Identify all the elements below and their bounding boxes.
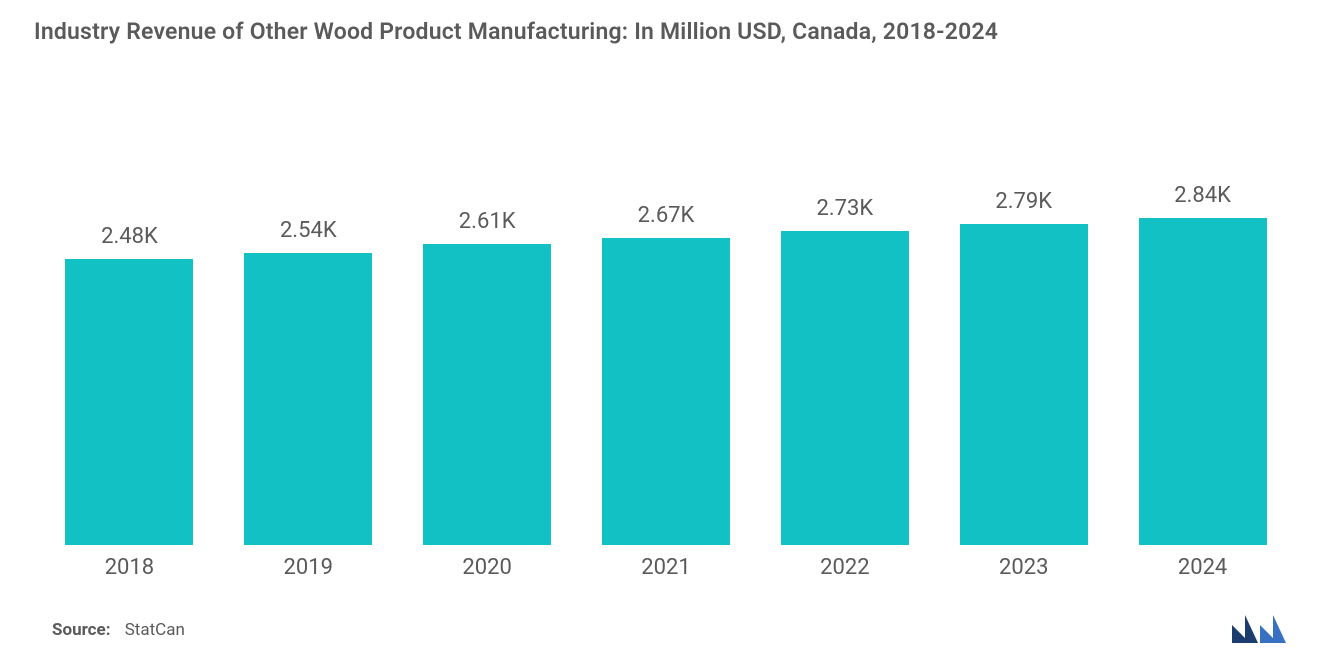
brand-logo-icon <box>1230 613 1290 645</box>
bar-value-label: 2.79K <box>995 189 1052 214</box>
bar-slot: 2.61K <box>398 209 577 545</box>
x-axis-label: 2020 <box>398 555 577 580</box>
x-axis-label: 2018 <box>40 555 219 580</box>
x-axis-labels: 2018 2019 2020 2021 2022 2023 2024 <box>40 555 1292 580</box>
bar <box>781 231 909 545</box>
chart-title: Industry Revenue of Other Wood Product M… <box>34 18 998 45</box>
bar-value-label: 2.84K <box>1174 183 1231 208</box>
bar-slot: 2.79K <box>934 189 1113 545</box>
bar-slot: 2.67K <box>577 203 756 545</box>
bar-value-label: 2.61K <box>459 209 516 234</box>
bar-value-label: 2.54K <box>280 218 337 243</box>
bar-slot: 2.84K <box>1113 183 1292 545</box>
bar <box>244 253 372 545</box>
x-axis-label: 2019 <box>219 555 398 580</box>
bar-value-label: 2.73K <box>817 196 874 221</box>
bar-chart: 2.48K 2.54K 2.61K 2.67K 2.73K 2.79K 2.84… <box>40 165 1292 545</box>
x-axis-label: 2023 <box>934 555 1113 580</box>
bar <box>423 244 551 545</box>
bar <box>1139 218 1267 545</box>
bar <box>602 238 730 545</box>
x-axis-label: 2021 <box>577 555 756 580</box>
bar-slot: 2.54K <box>219 218 398 545</box>
source-value: StatCan <box>125 620 185 640</box>
bar-value-label: 2.48K <box>101 224 158 249</box>
source-attribution: Source: StatCan <box>52 620 185 640</box>
x-axis-label: 2024 <box>1113 555 1292 580</box>
source-label: Source: <box>52 620 110 640</box>
bar-value-label: 2.67K <box>638 203 695 228</box>
bar-slot: 2.48K <box>40 224 219 545</box>
bar <box>960 224 1088 545</box>
bar <box>65 259 193 545</box>
bar-slot: 2.73K <box>755 196 934 545</box>
x-axis-label: 2022 <box>755 555 934 580</box>
